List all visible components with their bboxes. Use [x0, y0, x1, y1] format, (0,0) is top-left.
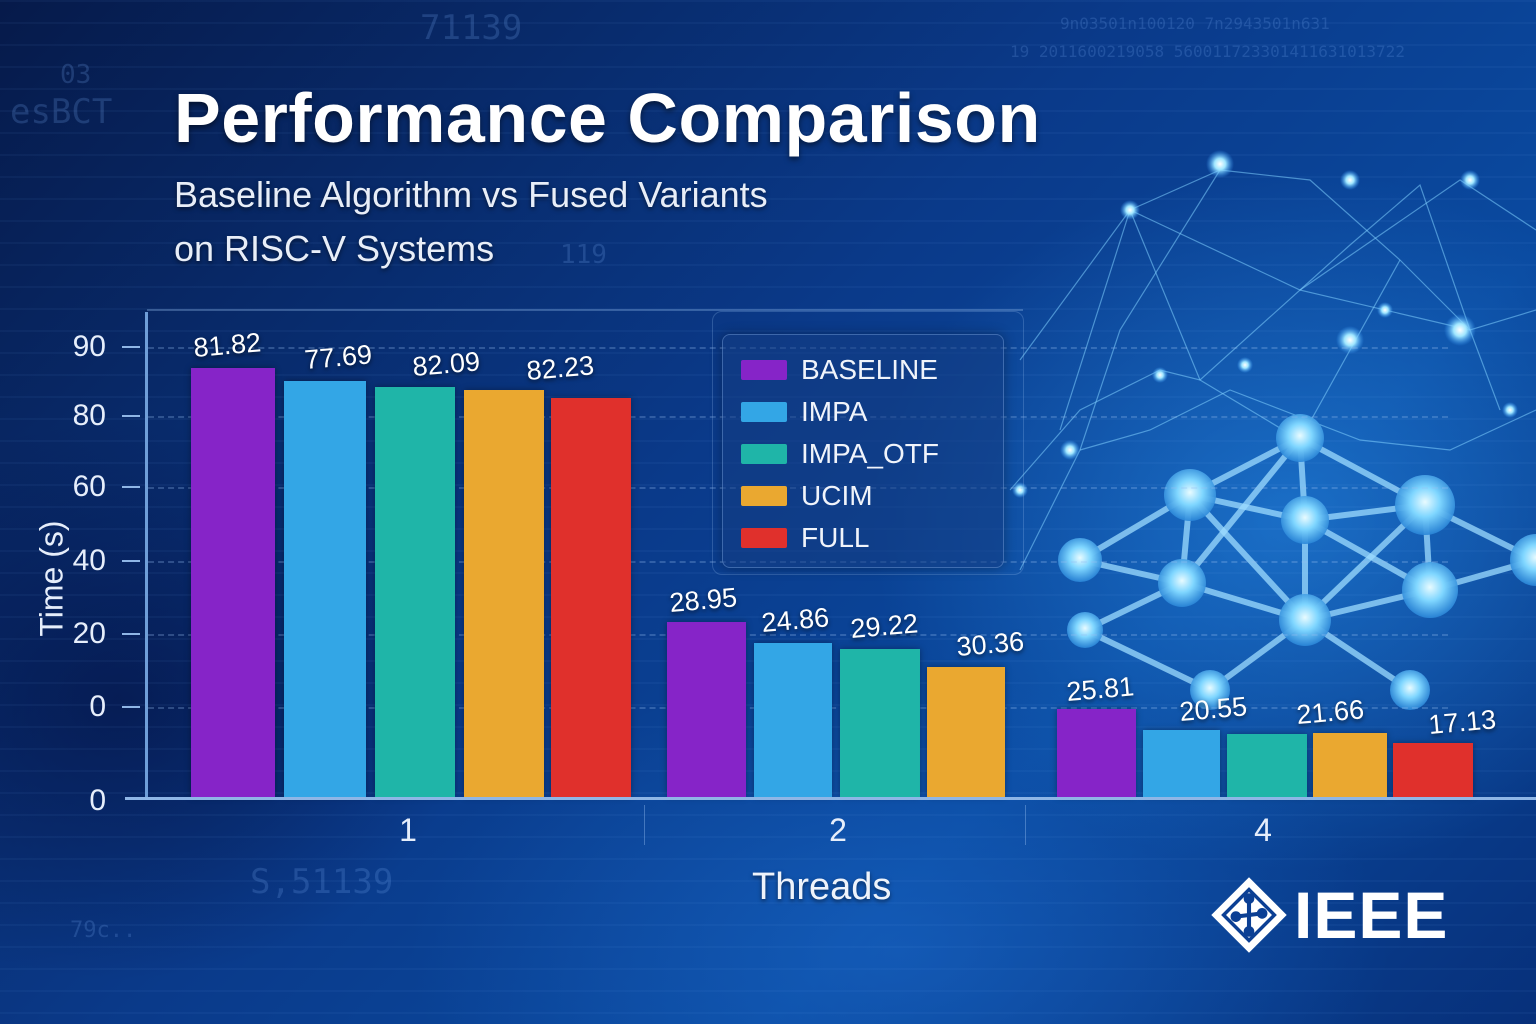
plot-frame-top — [147, 309, 1023, 311]
y-tick-mark — [122, 346, 140, 348]
ieee-logo: IEEE — [1208, 874, 1448, 956]
bar-value-label: 81.82 — [192, 327, 263, 364]
legend-label: IMPA — [801, 396, 868, 427]
background-code-decoration: 19 2011600219058 56001172330141163101372… — [1010, 42, 1405, 61]
legend-swatch — [741, 444, 787, 464]
bar-value-label: 77.69 — [303, 339, 374, 376]
bar-impa-2-threads — [754, 643, 832, 797]
background-code-decoration: 119 — [560, 240, 607, 270]
bar-full-1-thread — [551, 398, 631, 797]
y-tick-mark — [122, 415, 140, 417]
background-code-decoration: 9n03501n100120 7n2943501n631 — [1060, 14, 1330, 33]
bar-full-4-threads — [1393, 743, 1473, 797]
background-code-decoration: 71139 — [420, 8, 523, 48]
y-tick-mark — [122, 706, 140, 708]
legend-label: IMPA_OTF — [801, 438, 939, 469]
legend-item-ucim: UCIM — [741, 479, 873, 513]
x-tick-label: 1 — [399, 812, 417, 848]
gridline — [148, 634, 1448, 636]
bar-ucim-2-threads — [927, 667, 1005, 797]
legend-item-impa: IMPA — [741, 395, 867, 429]
chart-subtitle-line1: Baseline Algorithm vs Fused Variants — [174, 174, 768, 215]
bar-value-label: 30.36 — [955, 626, 1026, 663]
bar-ucim-4-threads — [1313, 733, 1387, 797]
chart-subtitle-line2: on RISC-V Systems — [174, 228, 495, 269]
legend-swatch — [741, 528, 787, 548]
x-axis-line — [125, 797, 1536, 800]
bar-impa-otf-4-threads — [1227, 734, 1307, 797]
bar-value-label: 28.95 — [668, 582, 739, 619]
y-tick-label: 20 — [72, 617, 106, 650]
bar-value-label: 25.81 — [1065, 671, 1136, 708]
bar-value-label: 17.13 — [1427, 704, 1498, 741]
group-separator — [644, 805, 645, 845]
bar-value-label: 24.86 — [760, 602, 831, 639]
legend-frame — [712, 311, 1024, 575]
x-tick-label: 2 — [829, 812, 847, 848]
x-axis-label: Threads — [752, 866, 892, 908]
bar-value-label: 82.09 — [411, 346, 482, 383]
group-separator — [1025, 805, 1026, 845]
legend-swatch — [741, 486, 787, 506]
background-code-decoration: 79c.. — [70, 918, 137, 943]
ieee-diamond-icon — [1211, 877, 1287, 953]
y-tick-label: 40 — [72, 544, 106, 577]
bar-impa-1-thread — [284, 381, 366, 797]
bar-value-label: 20.55 — [1178, 691, 1249, 728]
neural-network-illustration — [1009, 150, 1536, 710]
bar-value-label: 82.23 — [525, 350, 596, 387]
y-axis-line — [145, 312, 148, 799]
bar-impa-otf-1-thread — [375, 387, 455, 797]
legend-label: UCIM — [801, 480, 873, 511]
y-axis-label: Time (s) — [33, 520, 70, 637]
background-code-decoration: 03 — [60, 60, 92, 90]
legend-item-baseline: BASELINE — [741, 353, 938, 387]
y-tick-label: 0 — [89, 690, 106, 723]
bar-baseline-4-threads — [1057, 709, 1136, 797]
legend-swatch — [741, 402, 787, 422]
chart-title: Performance Comparison — [174, 79, 1041, 157]
y-tick-label: 80 — [72, 399, 106, 432]
y-tick-label: 60 — [72, 470, 106, 503]
background-code-decoration: esBCT — [10, 92, 113, 132]
bar-value-label: 29.22 — [849, 608, 920, 645]
bar-impa-4-threads — [1143, 730, 1220, 797]
y-tick-mark — [122, 633, 140, 635]
bar-baseline-2-threads — [667, 622, 746, 797]
legend-label: BASELINE — [801, 354, 938, 385]
bar-ucim-1-thread — [464, 390, 544, 797]
y-tick-mark — [122, 486, 140, 488]
y-tick-label: 0 — [89, 784, 106, 817]
legend-swatch — [741, 360, 787, 380]
bar-baseline-1-thread — [191, 368, 275, 797]
legend-label: FULL — [801, 522, 870, 553]
legend-item-impa-otf: IMPA_OTF — [741, 437, 939, 471]
bar-impa-otf-2-threads — [840, 649, 920, 797]
y-tick-label: 90 — [72, 330, 106, 363]
background-code-decoration: S,51139 — [250, 862, 394, 902]
y-tick-mark — [122, 560, 140, 562]
x-tick-label: 4 — [1254, 812, 1272, 848]
legend: BASELINE IMPA IMPA_OTF UCIM FULL — [722, 334, 1004, 568]
bar-value-label: 21.66 — [1295, 694, 1366, 731]
legend-item-full: FULL — [741, 521, 869, 555]
ieee-wordmark: IEEE — [1294, 878, 1449, 952]
